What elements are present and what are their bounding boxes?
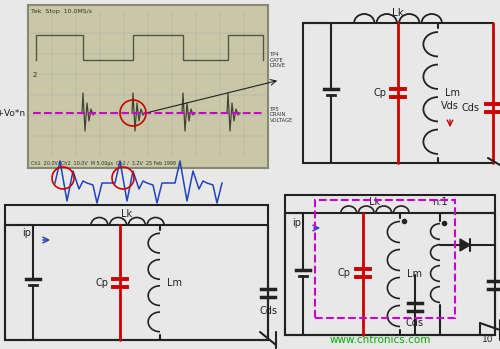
- Text: Lm: Lm: [444, 88, 460, 98]
- Bar: [285, 195, 495, 335]
- Text: Cds: Cds: [259, 306, 277, 316]
- Text: TP4
GATE
DRIVE: TP4 GATE DRIVE: [270, 52, 286, 68]
- Text: Vi+Vo*n: Vi+Vo*n: [0, 109, 26, 118]
- Text: Lm: Lm: [166, 277, 182, 288]
- Text: 10: 10: [482, 335, 494, 344]
- Text: TP5
DRAIN
VOLTAGE: TP5 DRAIN VOLTAGE: [270, 107, 293, 123]
- Text: ip: ip: [292, 218, 302, 228]
- Text: Lk: Lk: [122, 209, 132, 219]
- Bar: [28, 5, 268, 168]
- Text: 2: 2: [33, 72, 38, 78]
- Text: Tek  Stop  10.0MS/s: Tek Stop 10.0MS/s: [31, 8, 92, 14]
- Text: Lm: Lm: [406, 269, 422, 279]
- Text: n:1: n:1: [432, 197, 448, 207]
- Text: Lk: Lk: [370, 197, 380, 207]
- Bar: [315, 200, 455, 318]
- Text: ip: ip: [22, 228, 32, 238]
- Text: Cds: Cds: [461, 103, 479, 113]
- Text: Lk: Lk: [392, 8, 404, 18]
- Text: Cds: Cds: [406, 318, 424, 328]
- Bar: [5, 205, 268, 340]
- Text: Cp: Cp: [338, 268, 351, 278]
- Text: www.cntronics.com: www.cntronics.com: [330, 335, 430, 345]
- Text: Ch1  20.0V  Ch2  10.0V  M 5.00µs  Ch2 /  3.2V  25 Feb 1998: Ch1 20.0V Ch2 10.0V M 5.00µs Ch2 / 3.2V …: [31, 161, 176, 165]
- Text: Vds: Vds: [441, 101, 459, 111]
- Polygon shape: [460, 239, 470, 251]
- Text: Cp: Cp: [95, 278, 108, 288]
- Bar: [28, 5, 268, 168]
- Text: Cp: Cp: [373, 88, 386, 98]
